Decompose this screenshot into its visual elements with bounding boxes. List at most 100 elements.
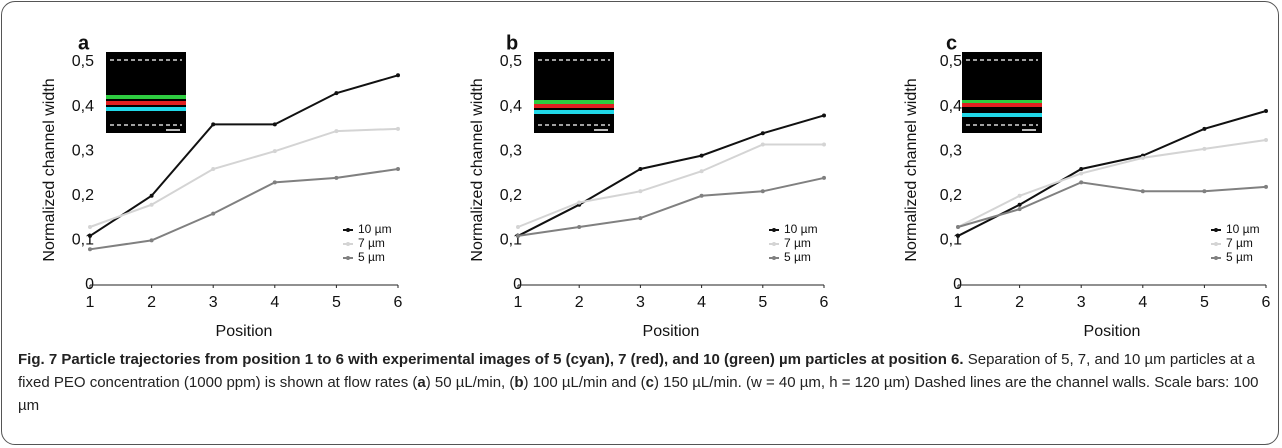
data-point bbox=[1264, 109, 1268, 113]
series-line bbox=[90, 129, 398, 227]
x-tick-label: 3 bbox=[209, 294, 218, 311]
x-axis-label: Position bbox=[216, 323, 273, 340]
legend-label: 7 µm bbox=[1226, 236, 1253, 250]
data-point bbox=[516, 225, 520, 229]
data-point bbox=[1018, 194, 1022, 198]
panel-label: a bbox=[78, 32, 90, 54]
data-point bbox=[273, 180, 277, 184]
data-point bbox=[516, 234, 520, 238]
caption-title: Fig. 7 Particle trajectories from positi… bbox=[18, 351, 964, 368]
data-point bbox=[396, 73, 400, 77]
data-point bbox=[211, 212, 215, 216]
x-tick-label: 5 bbox=[332, 294, 341, 311]
x-tick-label: 2 bbox=[575, 294, 584, 311]
data-point bbox=[638, 216, 642, 220]
data-point bbox=[1202, 147, 1206, 151]
caption-text: ) 50 µL/min, ( bbox=[426, 374, 515, 391]
data-point bbox=[396, 167, 400, 171]
particle-stream bbox=[534, 110, 614, 114]
data-point bbox=[822, 113, 826, 117]
particle-stream bbox=[106, 107, 186, 111]
y-tick-label: 0,3 bbox=[72, 142, 94, 159]
data-point bbox=[1018, 203, 1022, 207]
data-point bbox=[273, 122, 277, 126]
caption: Fig. 7 Particle trajectories from positi… bbox=[18, 348, 1268, 417]
legend-label: 7 µm bbox=[358, 236, 385, 250]
data-point bbox=[334, 91, 338, 95]
x-tick-label: 2 bbox=[147, 294, 156, 311]
data-point bbox=[334, 129, 338, 133]
caption-text: a bbox=[417, 374, 425, 391]
data-point bbox=[577, 225, 581, 229]
data-point bbox=[1264, 138, 1268, 142]
legend-swatch-dot bbox=[772, 242, 776, 246]
y-tick-label: 0,5 bbox=[940, 53, 962, 70]
data-point bbox=[150, 238, 154, 242]
legend-swatch-dot bbox=[346, 228, 350, 232]
data-point bbox=[88, 234, 92, 238]
legend-label: 10 µm bbox=[784, 222, 818, 236]
panel-label: b bbox=[506, 32, 518, 54]
legend-label: 5 µm bbox=[784, 250, 811, 264]
x-tick-label: 1 bbox=[86, 294, 95, 311]
data-point bbox=[1141, 156, 1145, 160]
data-point bbox=[211, 167, 215, 171]
data-point bbox=[88, 247, 92, 251]
particle-stream bbox=[534, 104, 614, 108]
data-point bbox=[1202, 127, 1206, 131]
data-point bbox=[150, 194, 154, 198]
data-point bbox=[638, 167, 642, 171]
y-tick-label: 0,2 bbox=[500, 187, 522, 204]
data-point bbox=[956, 225, 960, 229]
legend-swatch-dot bbox=[772, 256, 776, 260]
legend-label: 10 µm bbox=[1226, 222, 1260, 236]
data-point bbox=[700, 169, 704, 173]
data-point bbox=[1079, 180, 1083, 184]
legend-swatch-dot bbox=[1214, 228, 1218, 232]
data-point bbox=[761, 189, 765, 193]
x-tick-label: 1 bbox=[514, 294, 523, 311]
series-line bbox=[90, 169, 398, 249]
data-point bbox=[638, 189, 642, 193]
data-point bbox=[1141, 189, 1145, 193]
x-tick-label: 6 bbox=[394, 294, 403, 311]
inset-image bbox=[962, 52, 1042, 133]
legend-label: 5 µm bbox=[358, 250, 385, 264]
x-tick-label: 4 bbox=[270, 294, 279, 311]
series-line bbox=[518, 178, 824, 236]
data-point bbox=[150, 203, 154, 207]
data-point bbox=[956, 234, 960, 238]
y-tick-label: 0,5 bbox=[72, 53, 94, 70]
legend-label: 5 µm bbox=[1226, 250, 1253, 264]
data-point bbox=[396, 127, 400, 131]
inset-image bbox=[106, 52, 186, 133]
data-point bbox=[822, 176, 826, 180]
data-point bbox=[822, 142, 826, 146]
caption-text: b bbox=[514, 374, 523, 391]
y-tick-label: 0,4 bbox=[940, 98, 962, 115]
page: aNormalized channel widthPosition00,10,2… bbox=[0, 0, 1282, 448]
legend-swatch-dot bbox=[1214, 256, 1218, 260]
data-point bbox=[1079, 167, 1083, 171]
y-tick-label: 0,5 bbox=[500, 53, 522, 70]
data-point bbox=[577, 200, 581, 204]
data-point bbox=[1264, 185, 1268, 189]
x-tick-label: 5 bbox=[1200, 294, 1209, 311]
y-tick-label: 0,3 bbox=[940, 142, 962, 159]
inset-image bbox=[534, 52, 614, 133]
particle-stream bbox=[962, 103, 1042, 107]
particle-stream bbox=[106, 101, 186, 105]
particle-stream bbox=[534, 100, 614, 104]
legend-swatch-dot bbox=[346, 242, 350, 246]
y-tick-label: 0,4 bbox=[500, 98, 522, 115]
x-tick-label: 3 bbox=[636, 294, 645, 311]
y-axis-label: Normalized channel width bbox=[469, 78, 486, 261]
legend-label: 10 µm bbox=[358, 222, 392, 236]
y-tick-label: 0,4 bbox=[72, 98, 94, 115]
data-point bbox=[761, 131, 765, 135]
y-tick-label: 0,2 bbox=[940, 187, 962, 204]
data-point bbox=[1202, 189, 1206, 193]
data-point bbox=[211, 122, 215, 126]
y-axis-label: Normalized channel width bbox=[41, 78, 58, 261]
